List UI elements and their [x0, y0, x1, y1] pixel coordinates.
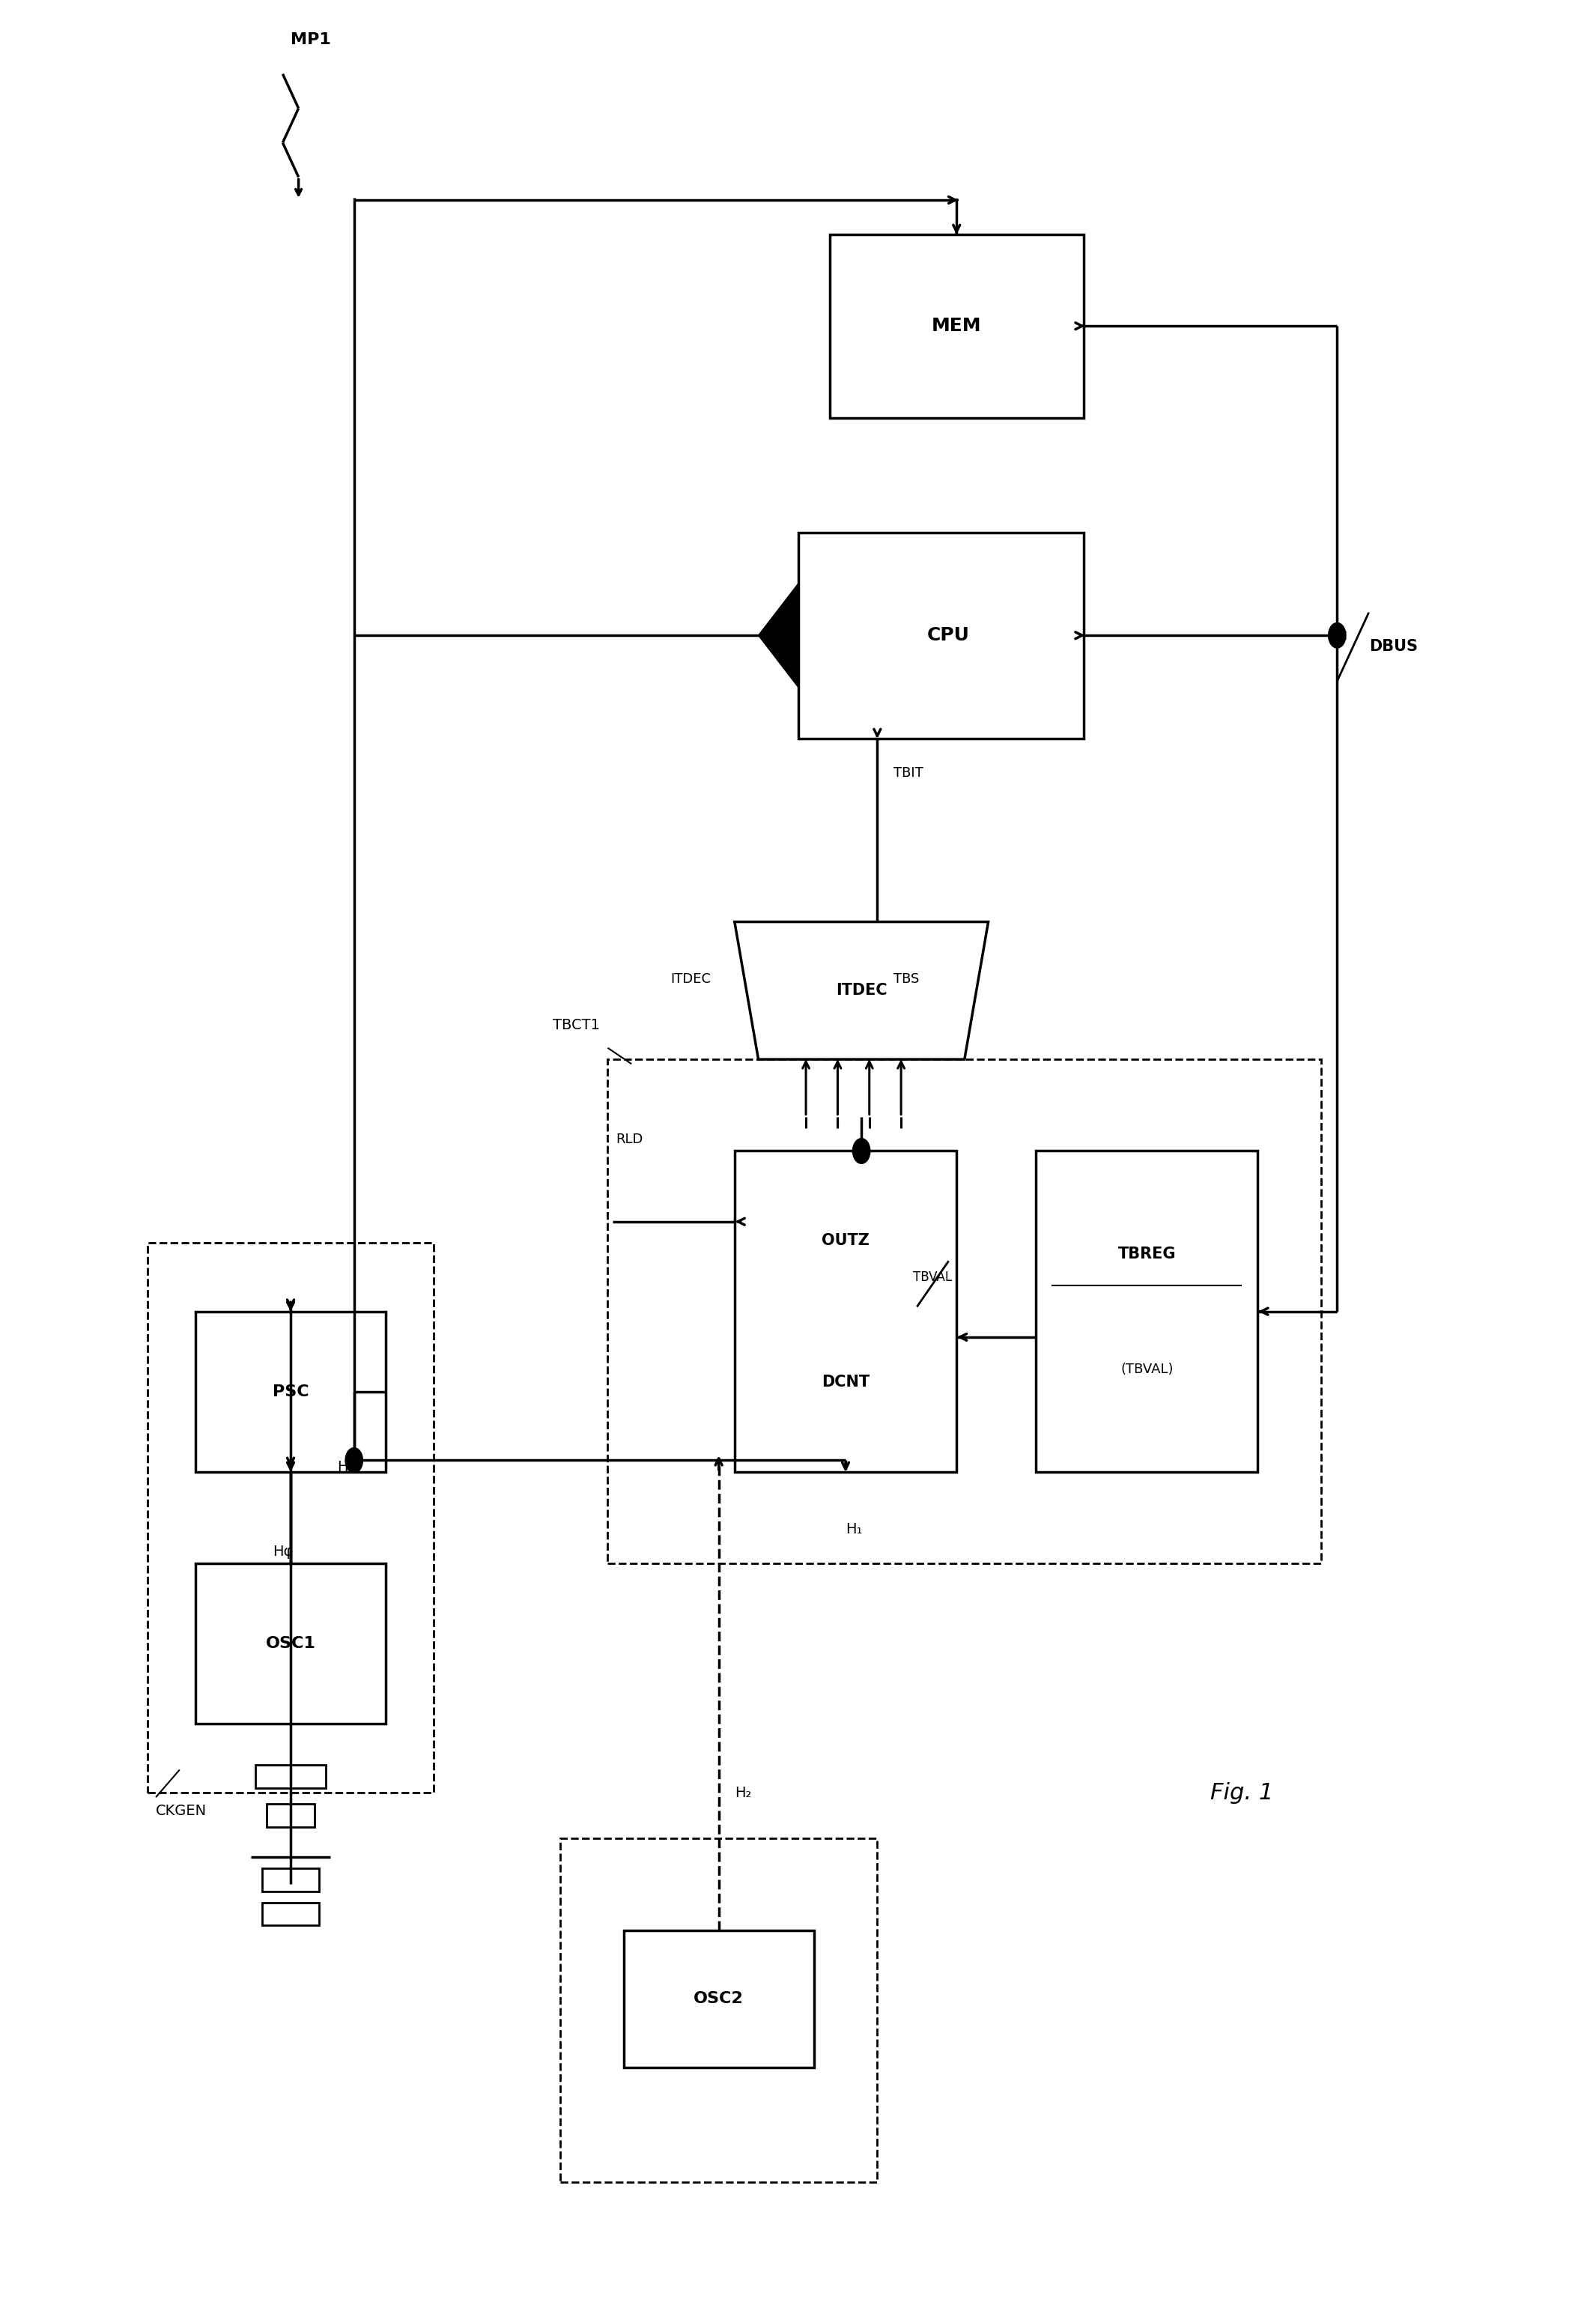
Bar — [262, 1904, 319, 1924]
Bar — [798, 532, 1084, 739]
Text: RLD: RLD — [616, 1133, 643, 1146]
Polygon shape — [734, 921, 988, 1059]
Text: MP1: MP1 — [290, 32, 330, 46]
Text: OSC2: OSC2 — [694, 1991, 744, 2007]
Text: PSC: PSC — [273, 1384, 308, 1400]
Text: TBREG: TBREG — [1117, 1245, 1176, 1261]
Bar — [267, 1805, 314, 1828]
Text: OUTZ: OUTZ — [822, 1234, 870, 1248]
Bar — [608, 1059, 1321, 1563]
Circle shape — [852, 1139, 870, 1163]
Bar — [148, 1243, 433, 1793]
Text: TBIT: TBIT — [894, 767, 922, 780]
Text: OSC1: OSC1 — [265, 1637, 316, 1651]
Text: Hφ: Hφ — [273, 1545, 294, 1558]
Text: ITDEC: ITDEC — [670, 971, 710, 985]
Text: TBS: TBS — [894, 971, 919, 985]
Bar — [830, 235, 1084, 417]
Circle shape — [345, 1448, 362, 1473]
Bar — [1036, 1151, 1258, 1471]
Bar — [262, 1869, 319, 1892]
Text: DBUS: DBUS — [1369, 640, 1417, 654]
Text: CPU: CPU — [927, 626, 970, 645]
Text: CKGEN: CKGEN — [156, 1805, 207, 1819]
Text: MEM: MEM — [932, 318, 982, 336]
Text: DCNT: DCNT — [822, 1374, 870, 1390]
Polygon shape — [758, 585, 798, 686]
Bar — [195, 1563, 386, 1724]
Text: TBCT1: TBCT1 — [552, 1017, 600, 1031]
Text: (TBVAL): (TBVAL) — [1120, 1363, 1173, 1377]
Bar — [624, 1929, 814, 2067]
Text: H₁: H₁ — [846, 1522, 862, 1535]
Bar — [195, 1312, 386, 1471]
Bar — [560, 1839, 878, 2182]
Bar — [734, 1151, 956, 1471]
Circle shape — [1328, 624, 1345, 647]
Bar — [255, 1766, 326, 1789]
Text: TBVAL: TBVAL — [913, 1271, 953, 1285]
Text: H₁: H₁ — [337, 1459, 354, 1473]
Text: H₂: H₂ — [734, 1786, 752, 1800]
Text: Fig. 1: Fig. 1 — [1210, 1782, 1274, 1802]
Text: ITDEC: ITDEC — [836, 983, 887, 999]
